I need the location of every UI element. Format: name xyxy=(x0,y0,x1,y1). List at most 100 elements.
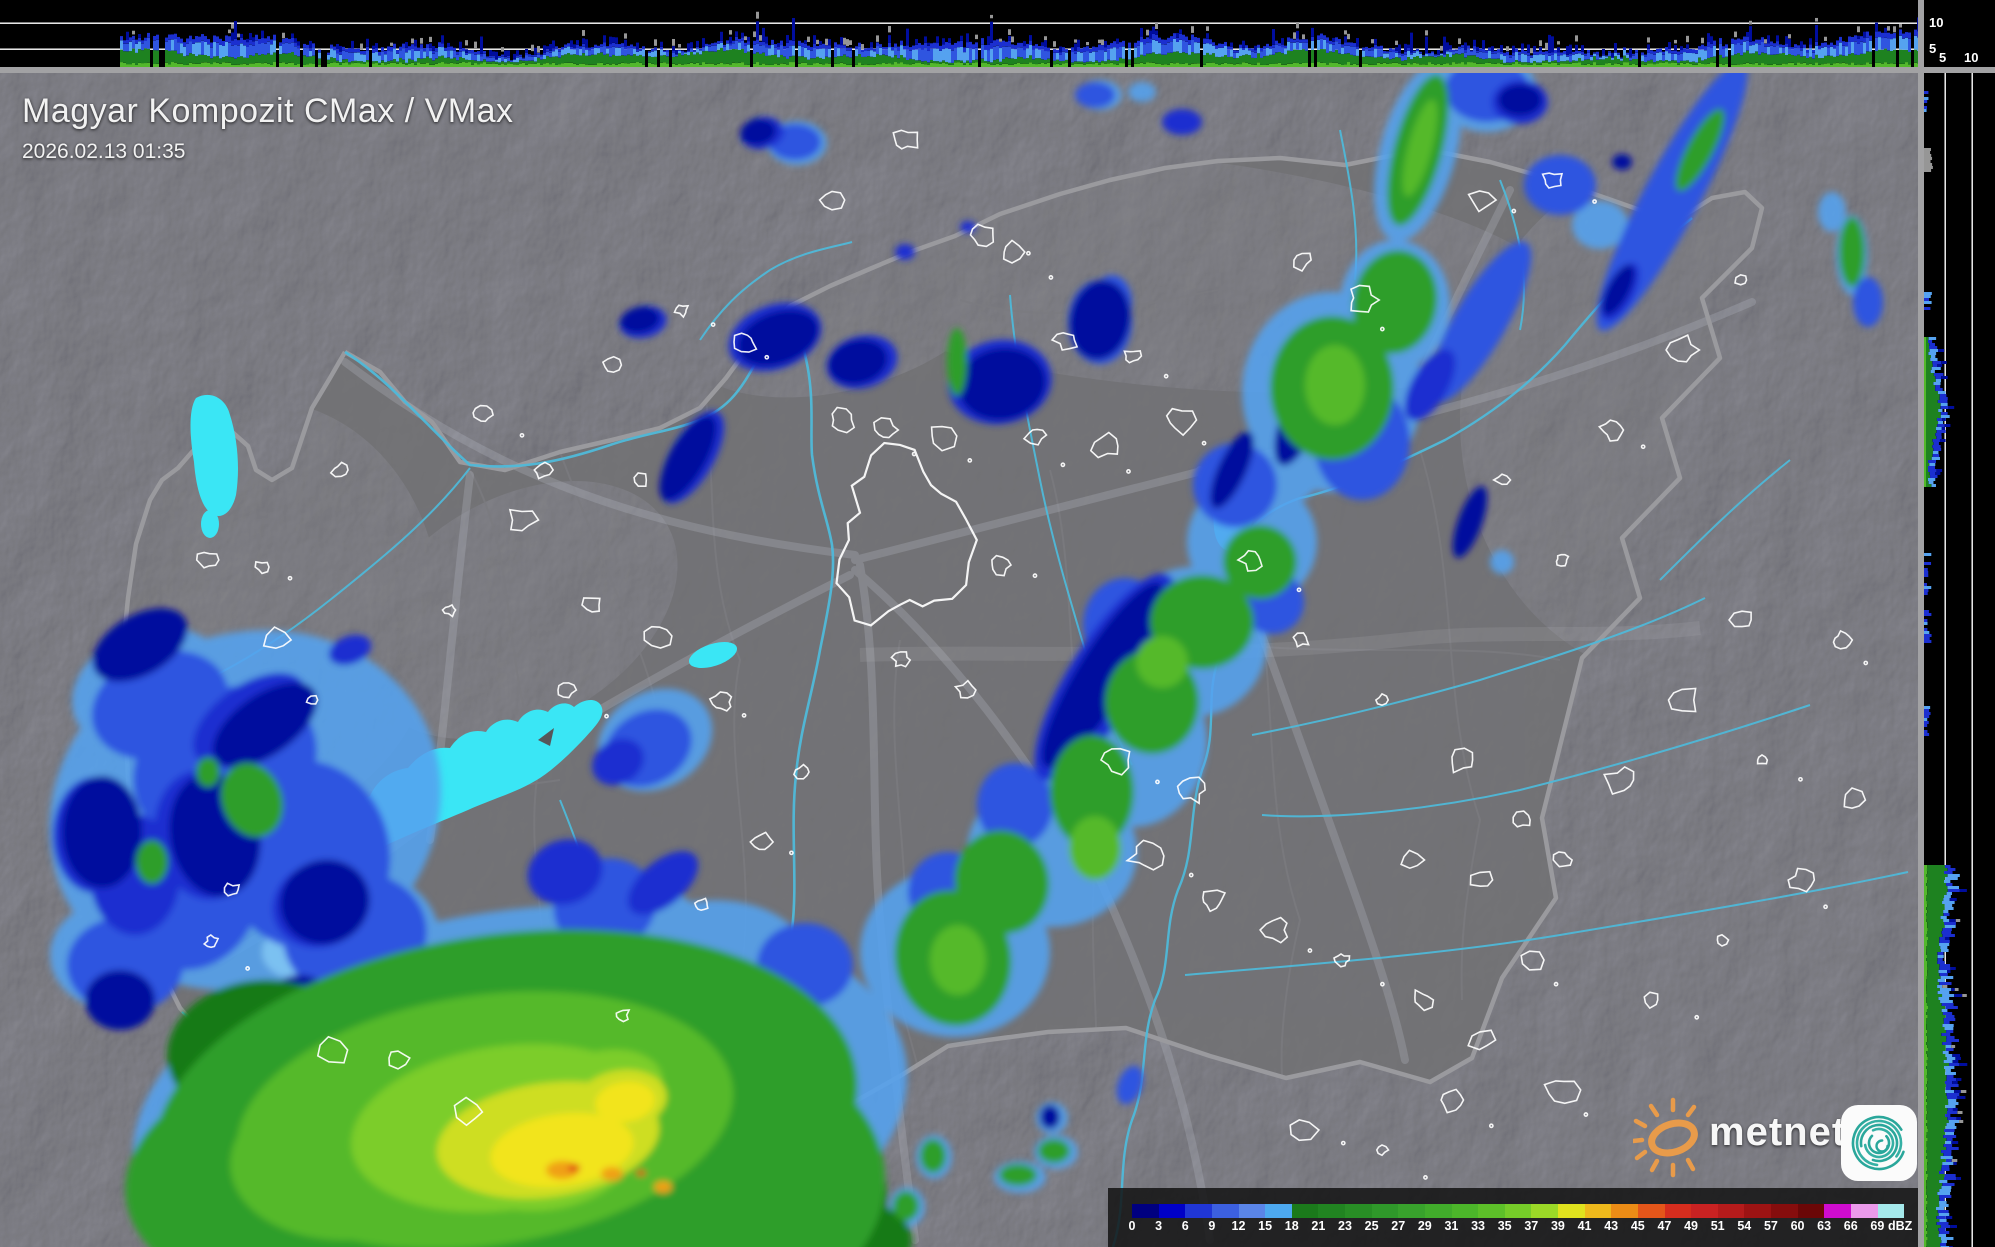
settlement-outline xyxy=(1555,553,1570,567)
settlement-outline xyxy=(1236,549,1263,572)
settlement-outlines xyxy=(195,129,1902,1180)
settlement-dot xyxy=(1307,948,1313,953)
divider-horizontal xyxy=(0,67,1995,73)
profile-axis-corner: 10 5 5 10 xyxy=(1924,0,1995,67)
settlement-outline xyxy=(1667,687,1697,713)
settlement-dot xyxy=(1060,462,1066,468)
settlement-outline xyxy=(1451,747,1474,774)
colorbar-swatch xyxy=(1291,1204,1319,1218)
settlement-outline xyxy=(305,694,319,705)
settlement-dot xyxy=(1379,981,1385,987)
right-strip-tick-10km: 10 xyxy=(1964,50,1979,65)
colorbar-tick-label: 12 xyxy=(1231,1219,1246,1233)
colorbar-swatch xyxy=(1797,1204,1825,1218)
settlement-outline xyxy=(1259,916,1289,944)
settlement-outline xyxy=(633,472,648,487)
colorbar-tick-label: 27 xyxy=(1391,1219,1406,1233)
settlement-outline xyxy=(557,682,578,699)
settlement-dot xyxy=(519,432,525,438)
page-title: Magyar Kompozit CMax / VMax xyxy=(22,92,514,130)
settlement-outline xyxy=(1512,810,1531,828)
settlement-outline xyxy=(873,416,900,439)
settlement-outline xyxy=(693,897,709,912)
settlement-dot xyxy=(1201,440,1207,446)
settlement-outline xyxy=(388,1050,411,1070)
settlement-outline xyxy=(1597,419,1625,442)
metnet-logo: metnet xyxy=(1633,1090,1925,1185)
settlement-dot xyxy=(1048,275,1054,280)
top-strip-tick-5km: 5 xyxy=(1929,41,1937,56)
divider-vertical xyxy=(1918,0,1924,1247)
settlement-outline xyxy=(1843,787,1867,810)
settlement-dot xyxy=(245,966,251,971)
settlement-outline xyxy=(1467,1029,1497,1051)
colorbar-tick-label: 29 xyxy=(1417,1219,1432,1233)
colorbar-swatch xyxy=(1211,1204,1239,1218)
colorbar-tick-label: 15 xyxy=(1258,1219,1273,1233)
settlement-outline xyxy=(1787,867,1816,893)
settlement-dot xyxy=(1340,1140,1346,1146)
colorbar-tick-label: 39 xyxy=(1550,1219,1565,1233)
settlement-outline xyxy=(472,404,495,423)
settlement-dot xyxy=(1488,1123,1494,1129)
settlement-outline xyxy=(953,679,977,699)
dbz-colorbar-labels: 0 3 6 9 12 15 18 21 23 25 27 29 31 33 35 37 39 41 43 45 47 49… xyxy=(1108,1219,1918,1239)
settlement-dot xyxy=(1296,587,1302,593)
settlement-outline xyxy=(1716,933,1730,947)
colorbar-tick-label: 51 xyxy=(1710,1219,1725,1233)
settlement-outline xyxy=(1176,776,1206,805)
settlement-outline xyxy=(1756,754,1769,765)
colorbar-tick-label: 25 xyxy=(1364,1219,1379,1233)
road-faint xyxy=(859,621,1701,662)
colorbar-tick-label: 41 xyxy=(1577,1219,1592,1233)
settlement-outline xyxy=(1125,839,1165,871)
colorbar-swatch xyxy=(1664,1204,1692,1218)
settlement-outline xyxy=(262,626,293,650)
colorbar-tick-label: 66 xyxy=(1843,1219,1858,1233)
colorbar-swatch xyxy=(1238,1204,1266,1218)
settlement-outline xyxy=(1289,1119,1321,1142)
colorbar-tick-label: 21 xyxy=(1311,1219,1326,1233)
timestamp: 2026.02.13 01:35 xyxy=(22,140,186,163)
colorbar-tick-label: 63 xyxy=(1817,1219,1832,1233)
settlement-outline xyxy=(223,882,241,897)
settlement-outline xyxy=(818,190,846,211)
settlement-dot xyxy=(1798,776,1803,782)
settlement-dot xyxy=(1423,1175,1428,1180)
settlement-outline xyxy=(1165,407,1198,437)
right-strip-tick-5km: 5 xyxy=(1939,50,1947,65)
settlement-dot xyxy=(1592,199,1597,204)
colorbar-tick-label: 57 xyxy=(1763,1219,1778,1233)
settlement-outline xyxy=(1832,629,1854,650)
settlement-outline xyxy=(1520,950,1545,971)
vmax-right-profile-strip xyxy=(1924,73,1995,1247)
settlement-outline xyxy=(1643,991,1659,1010)
colorbar-swatch xyxy=(1345,1204,1372,1218)
settlement-dot xyxy=(789,850,794,856)
settlement-outline xyxy=(1492,473,1512,486)
settlement-dot xyxy=(1863,660,1869,666)
settlement-dot xyxy=(1511,208,1517,214)
settlement-outline xyxy=(792,763,810,780)
settlement-dot xyxy=(1553,981,1559,987)
settlement-dot xyxy=(741,712,747,718)
settlement-outline xyxy=(1665,333,1701,363)
colorbar-tick-label: 49 xyxy=(1684,1219,1698,1233)
map-header: Magyar Kompozit CMax / VMax 2026.02.13 0… xyxy=(22,92,514,164)
settlement-dot xyxy=(287,575,293,581)
sun-icon xyxy=(1633,1097,1698,1178)
colorbar-swatch xyxy=(1478,1204,1505,1218)
settlement-outline xyxy=(1202,889,1227,913)
colorbar-tick-label: 6 xyxy=(1181,1219,1189,1233)
top-strip-tick-10km: 10 xyxy=(1929,15,1944,30)
settlement-dot xyxy=(1583,1112,1589,1117)
settlement-outline xyxy=(1467,190,1498,213)
colorbar-swatch xyxy=(1451,1204,1479,1218)
colorbar-tick-label: 43 xyxy=(1604,1219,1619,1233)
colorbar-tick-label: 54 xyxy=(1737,1219,1752,1233)
settlement-outline xyxy=(1552,851,1574,868)
settlement-outline xyxy=(508,508,540,532)
settlement-outline xyxy=(1374,692,1390,707)
colorbar-tick-label: 35 xyxy=(1497,1219,1512,1233)
colorbar-tick-label: 0 xyxy=(1128,1219,1136,1233)
